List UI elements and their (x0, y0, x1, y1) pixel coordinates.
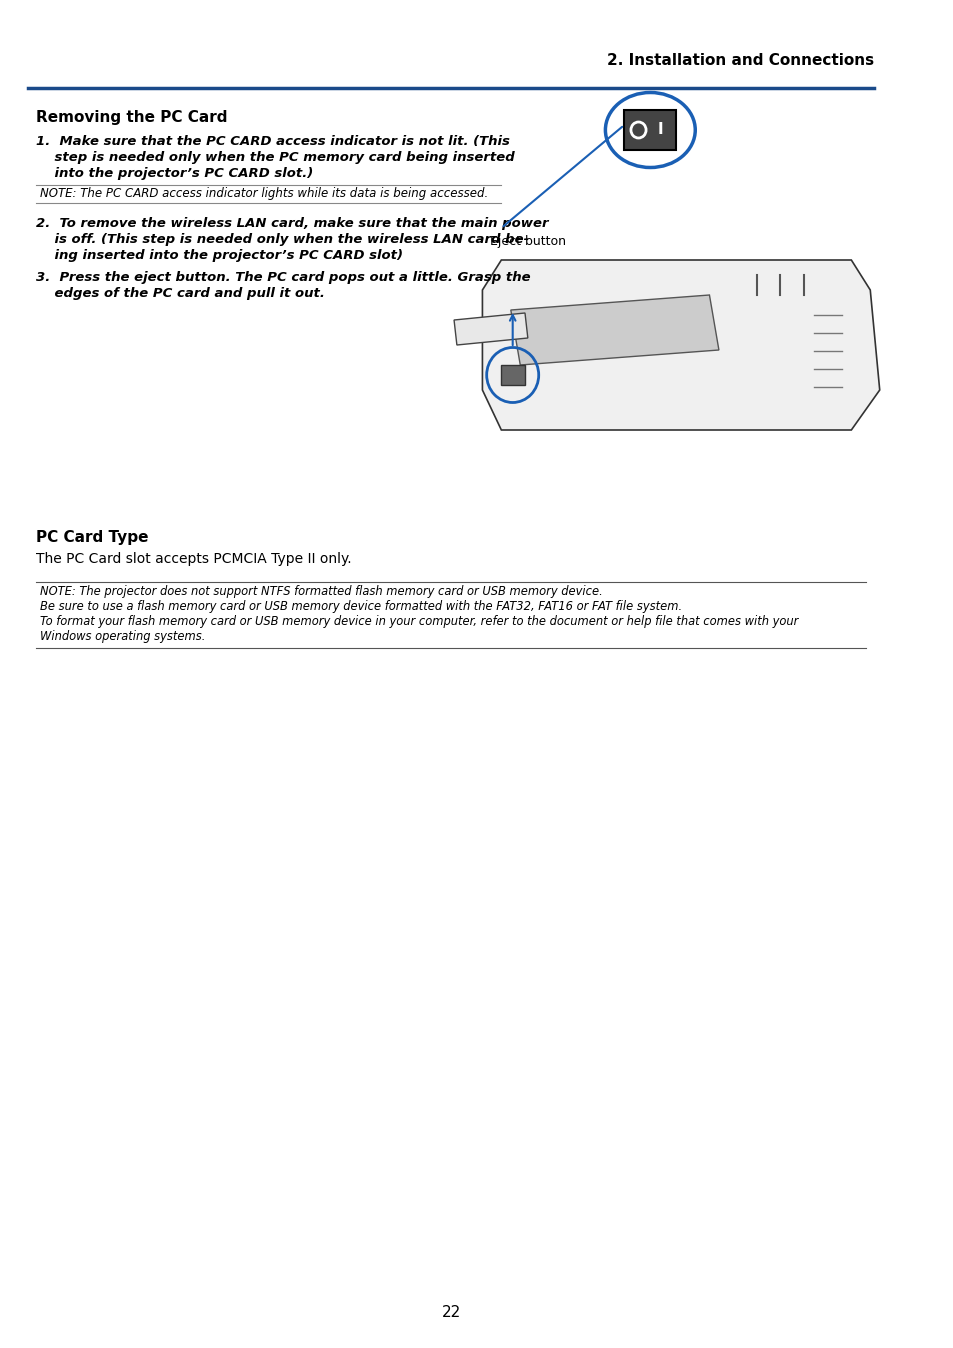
Text: The PC Card slot accepts PCMCIA Type II only.: The PC Card slot accepts PCMCIA Type II … (36, 551, 352, 566)
Text: To format your flash memory card or USB memory device in your computer, refer to: To format your flash memory card or USB … (40, 615, 798, 628)
Text: NOTE: The projector does not support NTFS formatted flash memory card or USB mem: NOTE: The projector does not support NTF… (40, 585, 602, 599)
Bar (501, 365, 524, 386)
Text: PC Card Type: PC Card Type (36, 530, 149, 545)
Polygon shape (482, 260, 879, 430)
Text: is off. (This step is needed only when the wireless LAN card be-: is off. (This step is needed only when t… (36, 233, 529, 245)
Text: Eject button: Eject button (490, 235, 565, 248)
FancyBboxPatch shape (623, 111, 676, 150)
Text: 3.  Press the eject button. The PC card pops out a little. Grasp the: 3. Press the eject button. The PC card p… (36, 271, 530, 284)
Text: step is needed only when the PC memory card being inserted: step is needed only when the PC memory c… (36, 151, 515, 164)
Text: 2. Installation and Connections: 2. Installation and Connections (606, 53, 873, 67)
Text: I: I (657, 123, 662, 137)
Text: 1.  Make sure that the PC CARD access indicator is not lit. (This: 1. Make sure that the PC CARD access ind… (36, 135, 509, 148)
Text: NOTE: The PC CARD access indicator lights while its data is being accessed.: NOTE: The PC CARD access indicator light… (40, 187, 488, 200)
Text: Removing the PC Card: Removing the PC Card (36, 111, 227, 125)
Text: 22: 22 (441, 1305, 460, 1320)
Text: into the projector’s PC CARD slot.): into the projector’s PC CARD slot.) (36, 167, 313, 181)
Polygon shape (454, 313, 527, 345)
Text: 2.  To remove the wireless LAN card, make sure that the main power: 2. To remove the wireless LAN card, make… (36, 217, 548, 231)
Text: edges of the PC card and pull it out.: edges of the PC card and pull it out. (36, 287, 324, 301)
Text: Be sure to use a flash memory card or USB memory device formatted with the FAT32: Be sure to use a flash memory card or US… (40, 600, 681, 613)
Text: Windows operating systems.: Windows operating systems. (40, 630, 205, 643)
Text: ing inserted into the projector’s PC CARD slot): ing inserted into the projector’s PC CAR… (36, 249, 402, 262)
Polygon shape (510, 295, 719, 365)
